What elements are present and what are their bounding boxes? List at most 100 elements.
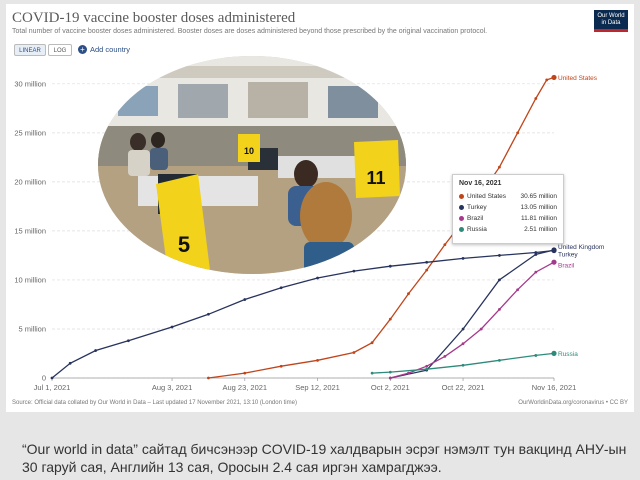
data-point[interactable]: [388, 264, 392, 268]
logo-line1: Our World: [597, 13, 625, 19]
log-scale-button[interactable]: LOG: [48, 44, 72, 56]
data-point[interactable]: [352, 351, 356, 354]
source-link[interactable]: OurWorldinData.org/coronavirus • CC BY: [518, 400, 628, 406]
y-tick-label: 30 million: [14, 79, 46, 88]
x-tick-label: Jul 1, 2021: [34, 383, 71, 392]
data-point[interactable]: [443, 355, 447, 358]
data-point[interactable]: [498, 254, 501, 257]
data-point[interactable]: [461, 256, 465, 260]
data-point[interactable]: [443, 243, 447, 247]
data-point[interactable]: [407, 292, 410, 296]
data-point[interactable]: [534, 354, 538, 357]
series-line-turkey[interactable]: [390, 249, 555, 379]
data-point[interactable]: [388, 376, 392, 380]
tooltip-value: 13.05 million: [520, 204, 558, 211]
y-tick-label: 20 million: [14, 177, 46, 186]
end-marker[interactable]: [551, 259, 557, 265]
series-line-brazil[interactable]: [390, 261, 555, 379]
tooltip-row: United States 30.65 million: [459, 192, 557, 201]
tooltip-country: Russia: [467, 226, 487, 233]
data-point[interactable]: [498, 278, 501, 282]
add-country-button[interactable]: + Add country: [78, 44, 130, 56]
plus-icon: +: [78, 45, 87, 54]
data-point[interactable]: [425, 268, 429, 272]
x-tick-label: Nov 16, 2021: [532, 383, 577, 392]
series-line-united-kingdom[interactable]: [51, 249, 555, 379]
tooltip-date: Nov 16, 2021: [459, 180, 502, 187]
data-point[interactable]: [534, 251, 538, 254]
data-point[interactable]: [352, 269, 356, 273]
owid-logo[interactable]: Our World in Data: [594, 10, 628, 32]
data-point[interactable]: [534, 97, 538, 100]
data-point[interactable]: [68, 361, 72, 365]
data-point[interactable]: [207, 376, 210, 380]
data-point[interactable]: [516, 288, 520, 292]
data-point[interactable]: [279, 286, 283, 290]
vaccination-center-photo: 5 10 11: [98, 56, 406, 274]
hover-tooltip: Nov 16, 2021 United States 30.65 million …: [452, 174, 564, 244]
tooltip-value: 11.81 million: [520, 215, 557, 222]
x-tick-label: Aug 3, 2021: [152, 383, 192, 392]
booth-number-11: 11: [366, 168, 385, 188]
tooltip-country: United States: [467, 193, 507, 200]
data-point[interactable]: [50, 376, 54, 380]
data-point[interactable]: [170, 325, 174, 329]
data-point[interactable]: [407, 371, 410, 375]
tooltip-value: 2.51 million: [524, 226, 557, 233]
tooltip-value: 30.65 million: [520, 193, 558, 200]
x-tick-label: Aug 23, 2021: [222, 383, 267, 392]
tooltip-country: Brazil: [467, 215, 484, 222]
source-note: Source: Official data collated by Our Wo…: [12, 400, 297, 406]
data-point[interactable]: [498, 165, 501, 169]
logo-line2: in Data: [601, 20, 621, 26]
data-point[interactable]: [516, 131, 520, 135]
y-tick-label: 25 million: [14, 128, 46, 137]
data-point[interactable]: [425, 364, 429, 368]
legend-dot-icon: [459, 215, 464, 221]
data-point[interactable]: [207, 312, 210, 316]
tooltip-country: Turkey: [467, 204, 487, 211]
data-point[interactable]: [498, 358, 501, 362]
tooltip-row: Brazil 11.81 million: [459, 214, 557, 223]
chart-subtitle: Total number of vaccine booster doses ad…: [12, 28, 488, 35]
data-point[interactable]: [279, 364, 283, 368]
x-tick-label: Oct 2, 2021: [371, 383, 410, 392]
series-line-russia[interactable]: [372, 352, 555, 374]
data-point[interactable]: [370, 341, 374, 345]
data-point[interactable]: [534, 253, 538, 256]
data-point[interactable]: [425, 260, 429, 264]
data-point[interactable]: [388, 317, 392, 321]
data-point[interactable]: [461, 327, 465, 331]
data-point[interactable]: [461, 363, 465, 367]
data-point[interactable]: [498, 307, 501, 311]
data-point[interactable]: [388, 370, 392, 374]
data-point[interactable]: [425, 367, 429, 371]
end-marker[interactable]: [551, 247, 557, 253]
linear-scale-button[interactable]: LINEAR: [14, 44, 46, 56]
data-point[interactable]: [461, 342, 465, 346]
data-point[interactable]: [370, 371, 374, 375]
add-country-label: Add country: [90, 45, 131, 54]
chart-title: COVID-19 vaccine booster doses administe…: [12, 10, 296, 26]
legend-dot-icon: [459, 204, 464, 210]
end-marker[interactable]: [551, 74, 557, 81]
end-marker[interactable]: [551, 350, 557, 356]
data-point[interactable]: [479, 327, 483, 331]
data-point[interactable]: [243, 298, 247, 301]
tooltip-row: Turkey 13.05 million: [459, 203, 557, 212]
chart-card: 0 5 million 10 million 15 million 20 million…: [6, 4, 634, 412]
data-point[interactable]: [243, 371, 247, 375]
legend-dot-icon: [459, 193, 464, 199]
data-point[interactable]: [534, 270, 538, 274]
article-caption: “Our world in data” сайтад бичсэнээр COV…: [22, 441, 627, 475]
y-tick-label: 5 million: [18, 324, 46, 333]
series-end-label: Brazil: [558, 263, 575, 270]
data-point[interactable]: [316, 358, 319, 362]
data-point[interactable]: [316, 276, 319, 280]
data-point[interactable]: [94, 349, 98, 352]
x-tick-label: Oct 22, 2021: [442, 383, 485, 392]
data-point[interactable]: [545, 78, 549, 82]
y-tick-label: 0: [42, 374, 46, 383]
booth-number-10: 10: [244, 146, 254, 156]
data-point[interactable]: [126, 339, 130, 343]
